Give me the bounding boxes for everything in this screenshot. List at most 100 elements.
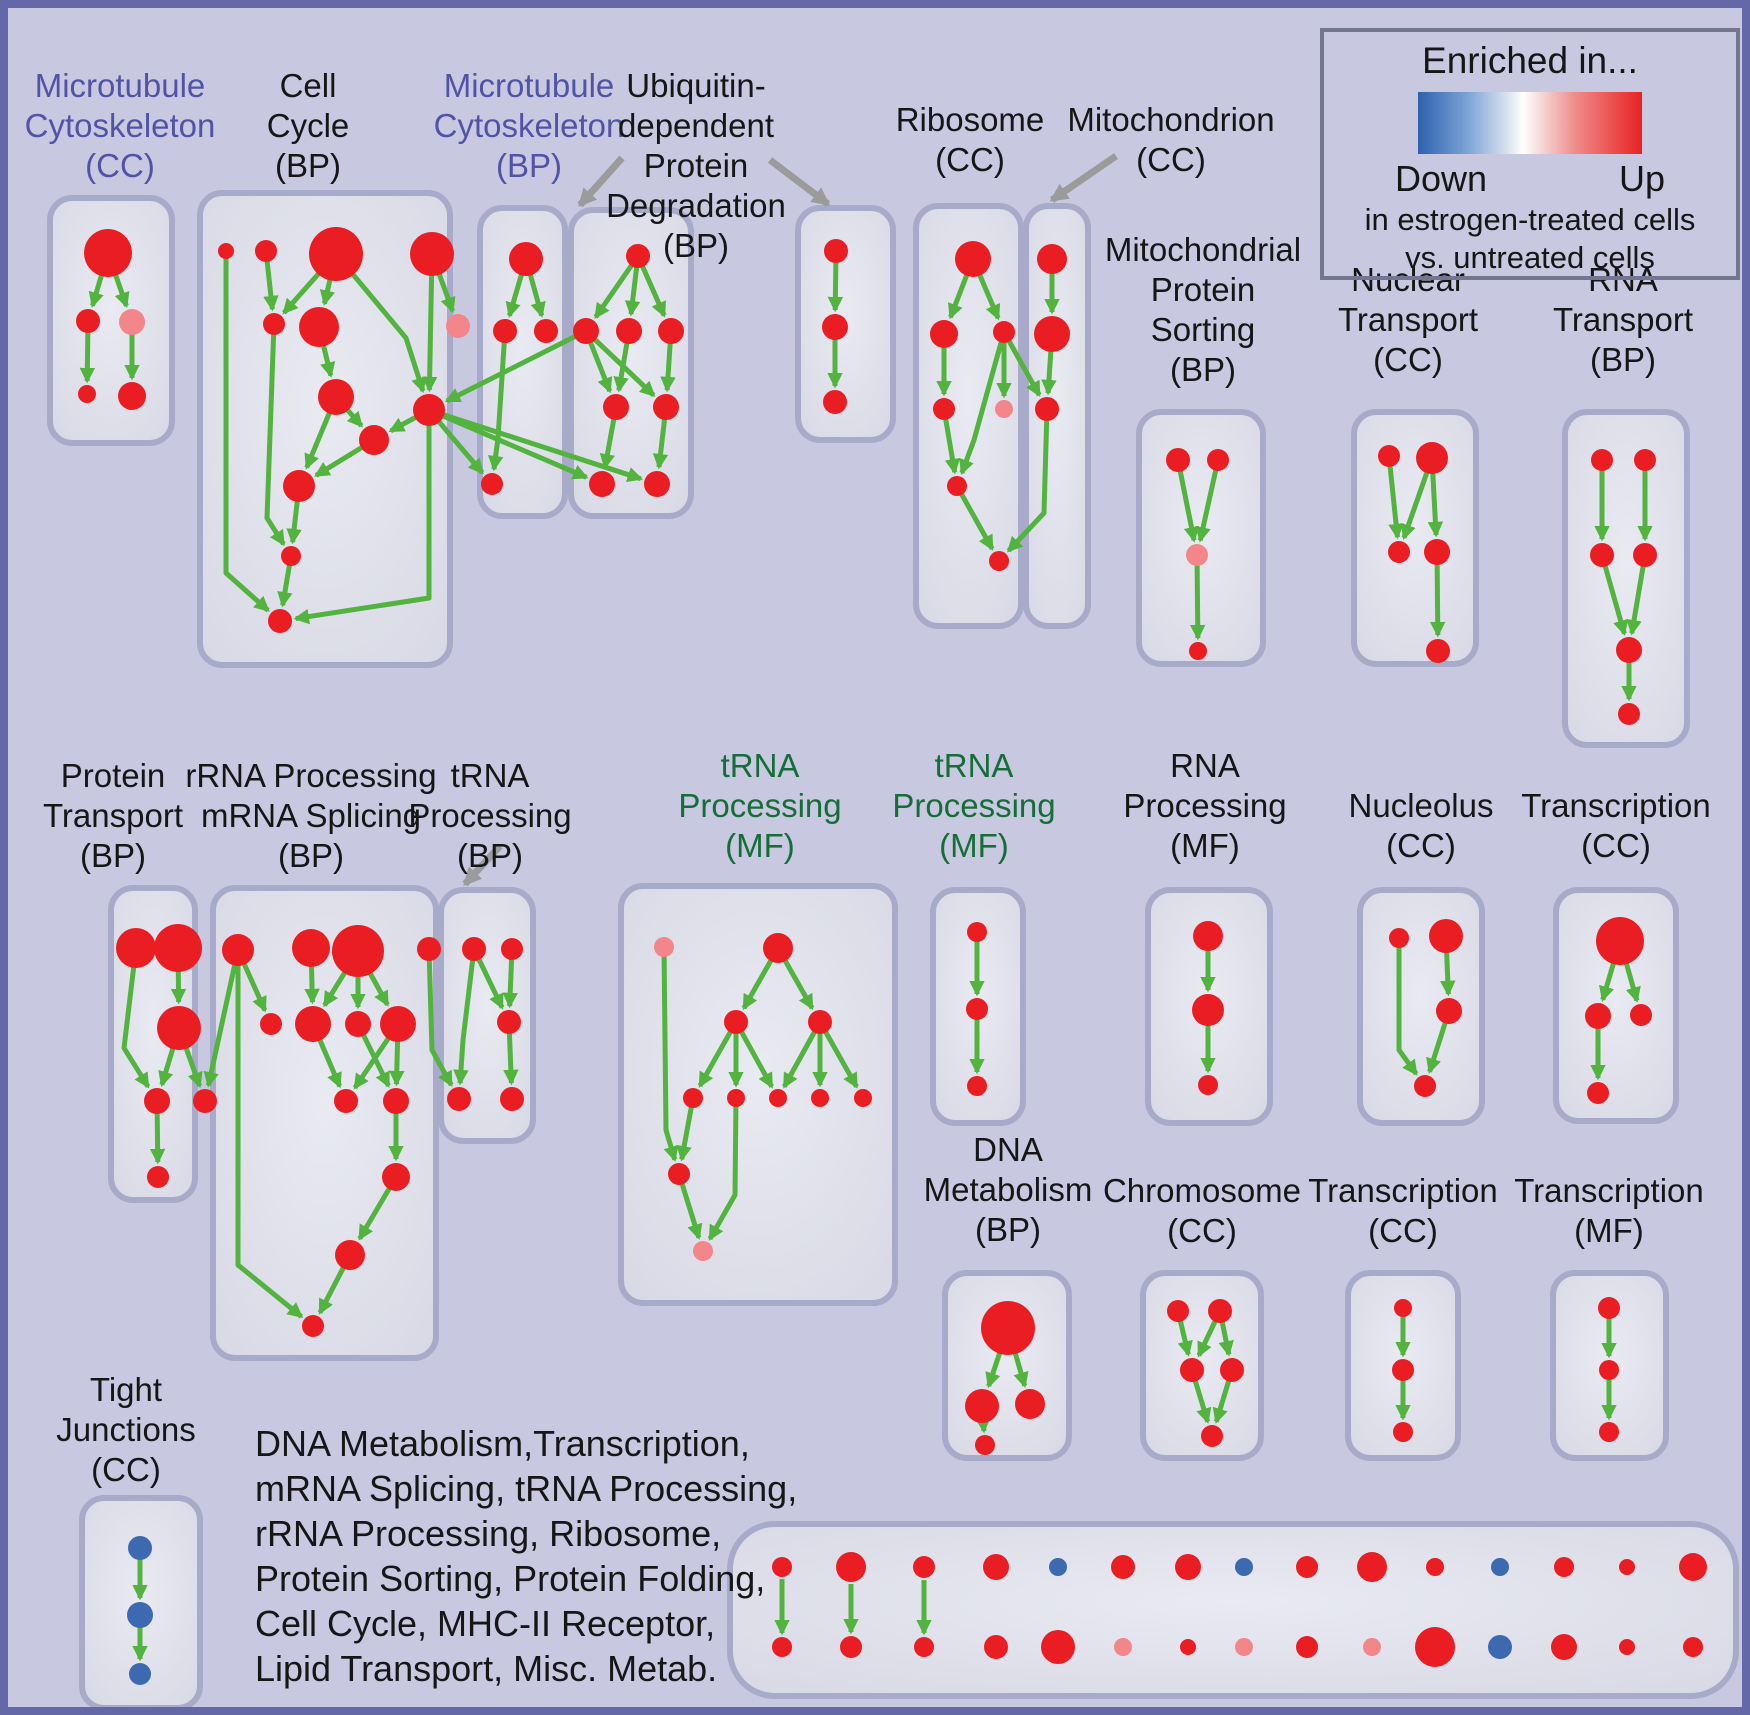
- edge-trna-mf-a: [676, 1173, 703, 1240]
- cross-edge: [1001, 330, 1042, 398]
- strip-node-bottom-7: [1235, 1638, 1253, 1656]
- edge-trna-mf-a: [697, 1020, 739, 1088]
- dna-metabolism-node-1: [965, 1389, 999, 1423]
- cross-edge: [428, 407, 644, 483]
- strip-node-top-7: [1235, 1558, 1253, 1576]
- mitochondrion-node-2: [1035, 397, 1059, 421]
- network-figure: [47, 153, 1739, 1707]
- legend-title: Enriched in...: [1422, 40, 1638, 81]
- cross-edge: [444, 328, 588, 404]
- microtubule-cc-node-4: [118, 382, 146, 410]
- nuclear-transport-node-0: [1378, 445, 1400, 467]
- edge-cell-cycle: [264, 323, 286, 547]
- edge-protein-transport: [121, 947, 151, 1089]
- rna-transport-node-4: [1616, 637, 1642, 663]
- cell-cycle-node-4: [263, 313, 285, 335]
- edge-ubiquitin-main: [593, 254, 641, 319]
- strip-node-bottom-2: [914, 1637, 934, 1657]
- rna-proc-mf-node-0: [1193, 921, 1223, 951]
- cluster-box-rna-transport: [1562, 409, 1690, 748]
- mito-sorting-node-0: [1166, 448, 1190, 472]
- strip-node-top-2: [913, 1556, 935, 1578]
- strip-node-bottom-0: [772, 1637, 792, 1657]
- legend-box: Enriched in... Down Up in estrogen-treat…: [1320, 28, 1740, 280]
- ubiquitin-main-node-5: [653, 394, 679, 420]
- strip-node-top-3: [983, 1554, 1009, 1580]
- strip-node-bottom-10: [1415, 1627, 1455, 1667]
- edge-trna-mf-a: [676, 1097, 696, 1162]
- cross-edge: [426, 948, 454, 1088]
- edge-mito-sorting: [1189, 554, 1206, 641]
- ribosome-node-6: [989, 551, 1009, 571]
- cluster-box-dna-metabolism: [942, 1270, 1072, 1461]
- strip-node-top-12: [1554, 1557, 1574, 1577]
- ubiquitin-main-node-1: [573, 318, 599, 344]
- trna-mf-a-node-5: [727, 1089, 745, 1107]
- transcription-mf-node-0: [1598, 1297, 1620, 1319]
- nucleolus-node-0: [1389, 928, 1409, 948]
- rrna-mrna-node-10: [382, 1163, 410, 1191]
- edge-ribosome: [954, 484, 995, 551]
- strip-node-bottom-9: [1363, 1638, 1381, 1656]
- strip-node-bottom-13: [1619, 1639, 1635, 1655]
- rna-transport-node-1: [1634, 449, 1656, 471]
- cluster-box-transcription-cc-mid: [1553, 887, 1679, 1124]
- rrna-mrna-node-1: [292, 929, 330, 967]
- strip-node-top-9: [1357, 1552, 1387, 1582]
- transcription-mf-node-2: [1599, 1422, 1619, 1442]
- microtubule-cc-node-1: [76, 309, 100, 333]
- edge-trna-mf-a: [661, 946, 679, 1162]
- dna-metabolism-node-3: [975, 1435, 995, 1455]
- mito-sorting-node-2: [1186, 544, 1208, 566]
- cluster-box-trna-mf-a: [618, 883, 898, 1306]
- tight-junctions-node-1: [127, 1602, 153, 1628]
- edge-ubiquitin-main: [584, 329, 656, 398]
- trna-bp-node-3: [447, 1087, 471, 1111]
- transcription-cc-mid-node-2: [1630, 1004, 1652, 1026]
- nucleolus-node-1: [1429, 919, 1463, 953]
- edge-mito-sorting: [1175, 459, 1200, 543]
- trna-bp-node-4: [500, 1087, 524, 1111]
- strip-node-top-5: [1111, 1555, 1135, 1579]
- trna-mf-b-node-2: [967, 1076, 987, 1096]
- mitochondrion-node-0: [1037, 244, 1067, 274]
- rna-transport-node-0: [1591, 449, 1613, 471]
- protein-transport-node-4: [193, 1089, 217, 1113]
- rrna-mrna-node-12: [302, 1315, 324, 1337]
- edge-rna-transport: [1626, 554, 1648, 636]
- rrna-mrna-node-6: [345, 1011, 371, 1037]
- edge-trna-mf-a: [707, 1097, 739, 1241]
- strip-node-top-13: [1619, 1559, 1635, 1575]
- rna-transport-node-3: [1633, 543, 1657, 567]
- cell-cycle-node-6: [446, 314, 470, 338]
- cell-cycle-node-1: [255, 240, 277, 262]
- cluster-box-misc-strip: [727, 1521, 1739, 1699]
- cell-cycle-node-2: [309, 227, 363, 281]
- callout-arrow-1: [767, 157, 831, 207]
- ubiquitin-chain-node-2: [823, 390, 847, 414]
- protein-transport-node-0: [116, 928, 156, 968]
- transcription-cc-mid-node-1: [1585, 1003, 1611, 1029]
- ribosome-node-2: [993, 321, 1015, 343]
- cell-cycle-node-8: [413, 394, 445, 426]
- strip-node-top-8: [1296, 1556, 1318, 1578]
- mito-sorting-node-1: [1207, 449, 1229, 471]
- mito-sorting-node-3: [1189, 642, 1207, 660]
- strip-node-bottom-14: [1683, 1637, 1703, 1657]
- cell-cycle-node-3: [410, 232, 454, 276]
- trna-bp-node-2: [497, 1010, 521, 1034]
- transcription-cc-mid-node-3: [1587, 1082, 1609, 1104]
- trna-mf-a-node-10: [693, 1241, 713, 1261]
- trna-mf-b-node-1: [966, 998, 988, 1020]
- nucleolus-node-2: [1436, 998, 1462, 1024]
- edge-trna-mf-a: [782, 1020, 823, 1089]
- rna-transport-node-2: [1590, 543, 1614, 567]
- strip-node-top-6: [1175, 1554, 1201, 1580]
- chromosome-node-0: [1167, 1300, 1189, 1322]
- nucleolus-node-3: [1414, 1075, 1436, 1097]
- nuclear-transport-node-4: [1426, 639, 1450, 663]
- trna-mf-a-node-4: [683, 1088, 703, 1108]
- edge-trna-bp: [453, 948, 477, 1086]
- strip-node-bottom-12: [1551, 1634, 1577, 1660]
- edge-cell-cycle: [293, 410, 432, 625]
